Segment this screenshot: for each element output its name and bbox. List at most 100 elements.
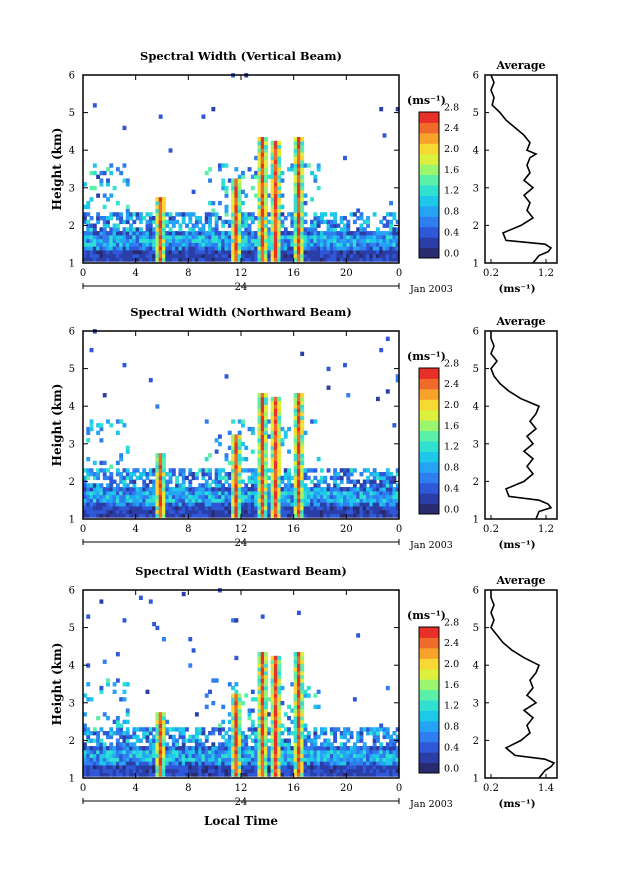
heatmap-cell [119,753,124,758]
heatmap-cell [145,223,150,228]
heatmap-cell [316,704,321,710]
heatmap-cell [316,761,321,766]
heatmap-cell [379,487,384,492]
heatmap-cell [270,197,275,202]
heatmap-cell [326,246,331,251]
heatmap-cell [382,475,387,481]
heatmap-cell [293,208,298,213]
y-tick-label: 2 [69,477,75,488]
heatmap-cell [86,227,91,232]
heatmap-cell [313,742,318,747]
heatmap-cell [92,249,97,255]
heatmap-cell [392,772,397,777]
heatmap-cell [300,163,305,168]
heatmap-cell [191,757,196,762]
heatmap-cell [155,197,160,202]
heatmap-cell [221,757,226,762]
heatmap-cell [336,513,341,518]
heatmap-cell [102,193,107,198]
heatmap-cell [185,502,189,507]
heatmap-cell [254,490,259,496]
heatmap-cell [102,219,107,225]
heatmap-cell [241,253,245,258]
heatmap-cell [247,768,252,773]
heatmap-cell [336,249,341,255]
heatmap-cell [362,487,367,492]
heatmap-cell [162,738,166,743]
heatmap-cell [257,715,262,721]
heatmap-cell [326,238,331,243]
heatmap-cell [148,772,153,777]
heatmap-cell [296,697,301,702]
heatmap-cell [211,227,216,232]
heatmap-cell [277,167,282,172]
heatmap-cell [138,746,143,751]
heatmap-cell [119,509,124,514]
heatmap-cell [260,234,265,240]
heatmap-cell [83,746,87,751]
heatmap-cell [125,178,130,183]
heatmap-cell [273,708,278,713]
heatmap-cell [181,502,186,507]
heatmap-cell [89,185,94,191]
heatmap-cell [280,502,285,507]
heatmap-cell [138,475,143,481]
heatmap-cell [369,513,374,518]
heatmap-cell [296,746,301,751]
heatmap-cell [293,445,298,451]
heatmap-cell [224,494,229,499]
heatmap-cell [227,460,232,466]
heatmap-cell [336,234,341,240]
heatmap-cell [310,219,315,225]
heatmap-cell [359,746,364,751]
heatmap-cell [260,764,265,770]
heatmap-cell [89,738,94,743]
heatmap-cell [231,509,236,514]
heatmap-cell [165,761,170,766]
heatmap-cell [234,227,239,232]
heatmap-cell [83,768,87,773]
heatmap-cell [158,772,163,777]
heatmap-cell [290,513,295,518]
heatmap-cell [145,731,150,736]
heatmap-cell [214,490,219,496]
heatmap-cell [379,494,384,499]
heatmap-cell [109,772,114,777]
heatmap-cell [326,234,331,240]
heatmap-cell [264,257,268,262]
heatmap-cell [303,502,308,507]
heatmap-cell [115,227,120,232]
heatmap-cell [310,513,315,518]
heatmap-cell [260,144,265,149]
heatmap-cell [165,753,170,758]
heatmap-cell [168,764,173,770]
heatmap-cell [204,234,209,240]
heatmap-cell [96,193,101,198]
heatmap-cell [257,738,262,743]
heatmap-cell [165,219,170,225]
heatmap-cell [260,678,265,683]
heatmap-cell [326,742,331,747]
heatmap-cell [129,494,133,499]
heatmap-cell [234,505,239,511]
heatmap-cell [129,768,133,773]
heatmap-cell [234,727,239,732]
heatmap-cell [171,487,176,492]
heatmap-cell [112,223,117,228]
heatmap-cell [92,498,97,503]
heatmap-cell [191,212,196,217]
profile-y-tick-label: 4 [473,146,479,157]
heatmap-cell [231,494,236,499]
heatmap-cell [287,505,291,511]
heatmap-cell [273,490,278,496]
heatmap-cell [356,246,361,251]
heatmap-cell [316,753,321,758]
heatmap-cell [366,761,370,766]
heatmap-cell [125,509,130,514]
heatmap-cell [221,219,226,225]
heatmap-cell [234,693,239,698]
heatmap-cell [86,513,91,518]
heatmap-cell [204,456,209,462]
heatmap-cell [336,472,341,477]
heatmap-cell [264,693,268,698]
